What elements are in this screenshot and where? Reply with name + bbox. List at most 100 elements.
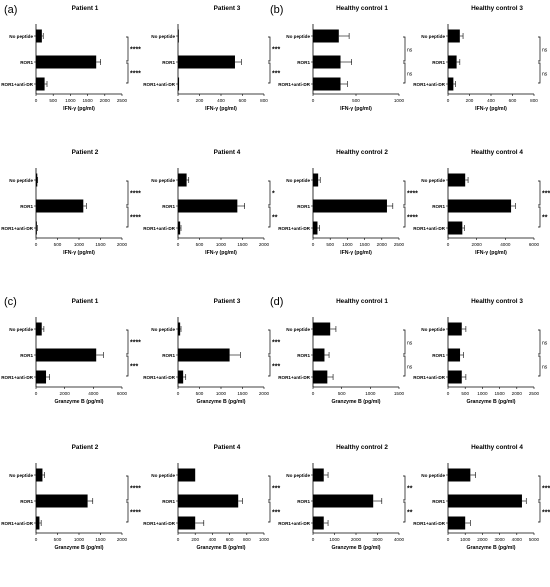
- x-tick-label: 1500: [82, 98, 93, 103]
- bar: [313, 348, 325, 362]
- significance-label: ***: [272, 486, 280, 493]
- category-label: ROR1+anti-DR: [143, 82, 175, 87]
- chart-15: Healthy control 2 No peptide ROR1 ROR1+anti…: [278, 444, 413, 551]
- chart-3: Healthy control 1 No peptide ROR1 ROR1+anti…: [278, 5, 413, 112]
- bar: [178, 199, 238, 213]
- significance-bracket: [538, 501, 541, 523]
- bar: [36, 173, 38, 187]
- significance-bracket: [403, 206, 406, 228]
- significance-bracket: [126, 62, 129, 84]
- significance-label: ****: [130, 71, 141, 78]
- x-tick-label: 2000: [117, 242, 128, 247]
- x-tick-label: 2000: [377, 242, 388, 247]
- chart-title: Healthy control 2: [336, 149, 388, 156]
- x-axis-label: Granzyme B (pg/ml): [54, 399, 103, 405]
- chart-title: Patient 1: [72, 298, 99, 305]
- significance-bracket: [403, 62, 406, 84]
- x-tick-label: 0: [35, 391, 38, 396]
- bar: [36, 370, 47, 384]
- x-tick-label: 2000: [60, 391, 71, 396]
- bar: [313, 516, 324, 530]
- significance-label: **: [407, 510, 413, 517]
- x-tick-label: 0: [177, 391, 180, 396]
- x-axis-label: IFN-γ (pg/ml): [475, 250, 507, 256]
- significance-label: **: [407, 486, 413, 493]
- x-tick-label: 200: [196, 98, 204, 103]
- significance-bracket: [126, 180, 129, 206]
- category-label: ROR1+anti-DR: [1, 375, 33, 380]
- category-label: ROR1: [162, 499, 175, 504]
- category-label: ROR1: [297, 60, 310, 65]
- x-tick-label: 500: [326, 242, 334, 247]
- chart-title: Healthy control 1: [336, 298, 388, 305]
- x-tick-label: 0: [312, 98, 315, 103]
- category-label: ROR1+anti-DR: [278, 375, 310, 380]
- x-axis-label: IFN-γ (pg/ml): [340, 250, 372, 256]
- x-tick-label: 0: [312, 391, 315, 396]
- bar: [178, 516, 196, 530]
- x-tick-label: 2000: [477, 537, 488, 542]
- significance-label: **: [542, 215, 548, 222]
- category-label: ROR1+anti-DR: [278, 521, 310, 526]
- x-tick-label: 1000: [74, 537, 85, 542]
- x-tick-label: 4000: [500, 242, 511, 247]
- category-label: No peptide: [286, 34, 310, 39]
- significance-bracket: [268, 206, 271, 228]
- chart-4: Healthy control 3 No peptide ROR1 ROR1+anti…: [413, 5, 548, 112]
- x-tick-label: 1500: [394, 391, 405, 396]
- x-tick-label: 1500: [359, 242, 370, 247]
- bar: [36, 322, 42, 336]
- x-tick-label: 800: [260, 98, 268, 103]
- bar: [313, 221, 318, 235]
- x-tick-label: 500: [461, 391, 469, 396]
- x-tick-label: 2500: [394, 242, 405, 247]
- category-label: ROR1: [162, 204, 175, 209]
- category-label: No peptide: [9, 473, 33, 478]
- x-tick-label: 2500: [529, 391, 540, 396]
- chart-13: Patient 2 No peptide ROR1 ROR1+anti-DR 0 500 1…: [1, 444, 141, 551]
- significance-bracket: [538, 206, 541, 228]
- category-label: No peptide: [286, 473, 310, 478]
- significance-label: ***: [272, 340, 280, 347]
- chart-title: Healthy control 3: [471, 298, 523, 305]
- category-label: ROR1+anti-DR: [278, 82, 310, 87]
- chart-12: Healthy control 3 No peptide ROR1 ROR1+anti…: [413, 298, 548, 405]
- significance-label: ****: [407, 215, 418, 222]
- category-label: No peptide: [9, 327, 33, 332]
- x-tick-label: 0: [312, 242, 315, 247]
- significance-bracket: [126, 36, 129, 62]
- chart-2: Patient 3 No peptide ROR1 ROR1+anti-DR 0 200 4…: [143, 5, 280, 112]
- bar: [448, 468, 471, 482]
- bar: [313, 468, 324, 482]
- bar: [313, 55, 341, 69]
- significance-bracket: [126, 355, 129, 377]
- category-label: ROR1: [297, 353, 310, 358]
- x-tick-label: 0: [312, 537, 315, 542]
- significance-label: ****: [130, 486, 141, 493]
- bar: [448, 370, 462, 384]
- significance-bracket: [403, 355, 406, 377]
- panel-label-c: (c): [4, 296, 17, 308]
- x-tick-label: 1000: [329, 537, 340, 542]
- chart-6: Patient 4 No peptide ROR1 ROR1+anti-DR 0 500 1…: [143, 149, 278, 256]
- significance-label: ns: [407, 48, 413, 54]
- x-tick-label: 200: [466, 98, 474, 103]
- significance-label: ***: [542, 191, 550, 198]
- x-tick-label: 600: [239, 98, 247, 103]
- panel-label-b: (b): [270, 4, 284, 16]
- x-tick-label: 1000: [477, 391, 488, 396]
- bar: [36, 516, 40, 530]
- x-axis-label: IFN-γ (pg/ml): [340, 106, 372, 112]
- x-axis-label: Granzyme B (pg/ml): [466, 545, 515, 551]
- significance-bracket: [538, 475, 541, 501]
- x-tick-label: 0: [177, 537, 180, 542]
- significance-bracket: [538, 329, 541, 355]
- significance-bracket: [403, 501, 406, 523]
- x-axis-label: IFN-γ (pg/ml): [63, 250, 95, 256]
- bar: [36, 55, 97, 69]
- category-label: ROR1: [297, 499, 310, 504]
- bar: [36, 77, 45, 91]
- x-tick-label: 1000: [74, 242, 85, 247]
- x-tick-label: 500: [49, 98, 57, 103]
